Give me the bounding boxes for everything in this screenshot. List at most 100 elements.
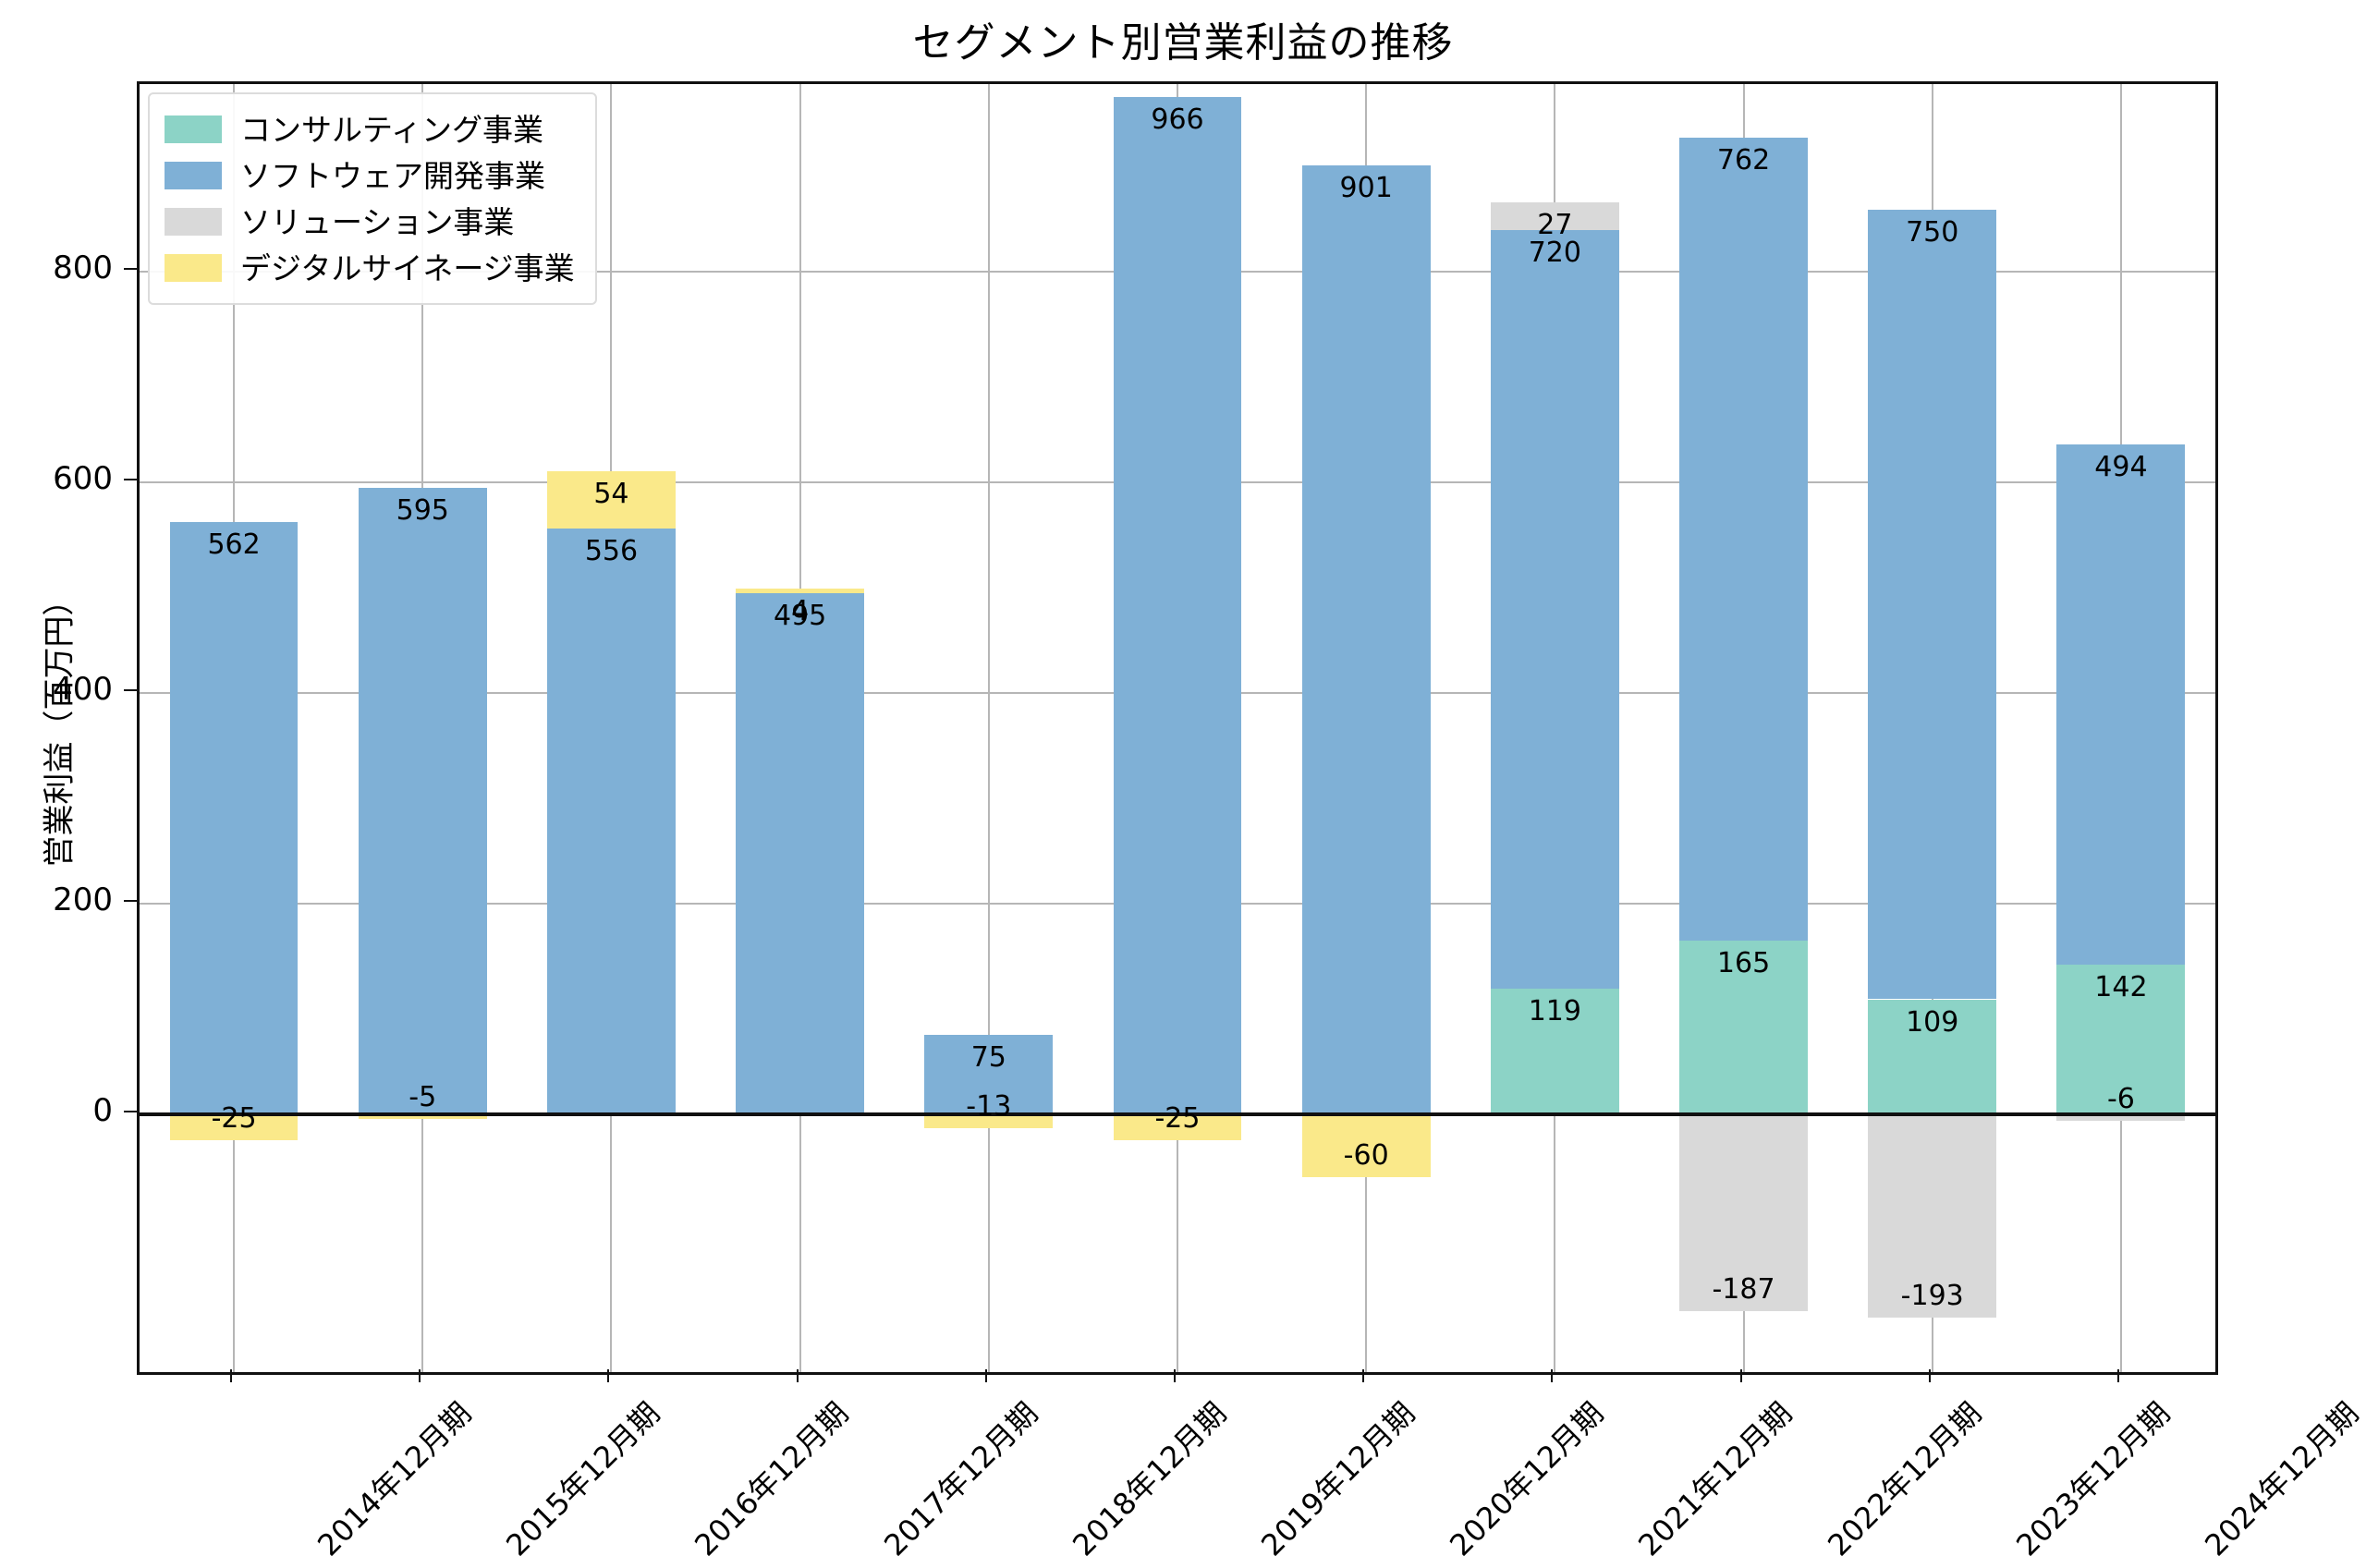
y-tick-label: 800	[53, 249, 113, 286]
bar-value-label: 54	[593, 478, 629, 511]
bar-value-label: 494	[2094, 450, 2148, 483]
x-tick-label: 2019年12月期	[1254, 1395, 1422, 1563]
bar-group[interactable]	[1301, 84, 1431, 1372]
bar-group[interactable]	[547, 84, 676, 1372]
bar-segment[interactable]	[1113, 96, 1242, 1114]
zero-baseline	[140, 1112, 2215, 1116]
bar-segment[interactable]	[169, 1113, 299, 1141]
bar-value-label: 119	[1528, 995, 1581, 1028]
legend-item[interactable]: ソフトウェア開発事業	[165, 152, 575, 199]
bar-segment[interactable]	[1490, 230, 1619, 990]
x-tick-mark	[1739, 1369, 1742, 1382]
bar-segment[interactable]	[1679, 940, 1808, 1114]
bar-value-label: 495	[773, 599, 827, 632]
bar-segment[interactable]	[736, 588, 865, 593]
bar-value-label: 595	[396, 493, 449, 527]
legend-item[interactable]: デジタルサイネージ事業	[165, 245, 575, 291]
y-tick-mark	[124, 267, 137, 270]
x-tick-mark	[2116, 1369, 2119, 1382]
bar-value-label: -5	[409, 1081, 437, 1114]
bar-value-label: 562	[207, 529, 261, 562]
plot-area: 562 -25 595 -5 556 54 495 4 75 -13 966 -25 901 -60 119…	[137, 81, 2218, 1375]
bar-group[interactable]	[736, 84, 865, 1372]
x-tick-label: 2018年12月期	[1065, 1395, 1234, 1563]
bar-value-label: 142	[2094, 970, 2148, 1003]
x-tick-label: 2022年12月期	[1820, 1395, 1988, 1563]
bar-segment[interactable]	[1868, 999, 1997, 1114]
x-tick-mark	[1551, 1369, 1554, 1382]
x-tick-mark	[984, 1369, 987, 1382]
bar-value-label: 75	[970, 1041, 1006, 1075]
chart-title: セグメント別営業利益の推移	[912, 19, 1454, 67]
bar-segment[interactable]	[1679, 138, 1808, 941]
bar-value-label: -6	[2106, 1082, 2135, 1115]
bar-group[interactable]	[169, 84, 299, 1372]
bar-segment[interactable]	[1679, 1113, 1808, 1311]
bar-segment[interactable]	[924, 1035, 1054, 1114]
bar-segment[interactable]	[2056, 1113, 2186, 1121]
bar-value-label: 901	[1339, 171, 1393, 204]
bar-value-label: 720	[1528, 237, 1581, 270]
bar-value-label: -193	[1900, 1279, 1964, 1312]
legend-item-label: デジタルサイネージ事業	[240, 249, 575, 286]
bar-value-label: -25	[211, 1102, 257, 1136]
bar-group[interactable]	[2056, 84, 2186, 1372]
bar-segment[interactable]	[2056, 964, 2186, 1114]
legend-swatch-icon	[165, 115, 222, 143]
legend-item-label: ソリューション事業	[240, 203, 515, 240]
bar-segment[interactable]	[1301, 1113, 1431, 1178]
bar-group[interactable]	[1113, 84, 1242, 1372]
bar-segment[interactable]	[547, 529, 676, 1114]
bar-segment[interactable]	[358, 487, 487, 1114]
x-tick-label: 2015年12月期	[499, 1395, 667, 1563]
bar-segment[interactable]	[1490, 201, 1619, 231]
bar-value-label: -13	[966, 1089, 1012, 1123]
bar-segment[interactable]	[1490, 989, 1619, 1114]
bar-segment[interactable]	[358, 1113, 487, 1120]
gridline-vertical	[987, 84, 990, 1372]
bar-value-label: 4	[791, 594, 810, 627]
y-tick-label: 0	[92, 1091, 113, 1129]
x-tick-mark	[1928, 1369, 1931, 1382]
bar-segment[interactable]	[1301, 164, 1431, 1114]
chart-legend: コンサルティング事業 ソフトウェア開発事業 ソリューション事業デジタルサイネージ事業	[148, 92, 597, 305]
x-tick-mark	[796, 1369, 799, 1382]
bar-segment[interactable]	[736, 592, 865, 1114]
bar-segment[interactable]	[2056, 444, 2186, 965]
bar-segment[interactable]	[1868, 1113, 1997, 1318]
bar-group[interactable]	[924, 84, 1054, 1372]
legend-swatch-icon	[165, 254, 222, 282]
bar-value-label: 762	[1716, 144, 1771, 177]
legend-swatch-icon	[165, 208, 222, 236]
x-tick-mark	[607, 1369, 610, 1382]
bar-segment[interactable]	[924, 1113, 1054, 1128]
bar-group[interactable]	[1679, 84, 1808, 1372]
y-tick-label: 400	[53, 670, 113, 708]
x-tick-mark	[1362, 1369, 1365, 1382]
bar-group[interactable]	[1490, 84, 1619, 1372]
bar-group[interactable]	[358, 84, 487, 1372]
legend-item[interactable]: ソリューション事業	[165, 199, 575, 245]
bar-value-label: -60	[1343, 1139, 1389, 1173]
x-tick-label: 2014年12月期	[311, 1395, 479, 1563]
bar-segment[interactable]	[169, 522, 299, 1114]
legend-swatch-icon	[165, 162, 222, 189]
bar-value-label: 556	[584, 535, 639, 567]
y-tick-mark	[124, 688, 137, 691]
y-tick-label: 600	[53, 459, 113, 497]
y-tick-label: 200	[53, 881, 113, 918]
x-tick-label: 2021年12月期	[1631, 1395, 1799, 1563]
bar-segment[interactable]	[1113, 1113, 1242, 1141]
x-tick-mark	[230, 1369, 233, 1382]
x-tick-label: 2017年12月期	[876, 1395, 1044, 1563]
bar-value-label: 27	[1537, 208, 1573, 241]
legend-item-label: コンサルティング事業	[240, 111, 544, 148]
legend-item-label: ソフトウェア開発事業	[240, 157, 545, 194]
bar-value-label: -25	[1154, 1102, 1201, 1136]
bar-segment[interactable]	[1868, 209, 1997, 1000]
bar-segment[interactable]	[547, 471, 676, 529]
x-tick-label: 2023年12月期	[2008, 1395, 2177, 1563]
legend-item[interactable]: コンサルティング事業	[165, 106, 575, 152]
bar-group[interactable]	[1868, 84, 1997, 1372]
